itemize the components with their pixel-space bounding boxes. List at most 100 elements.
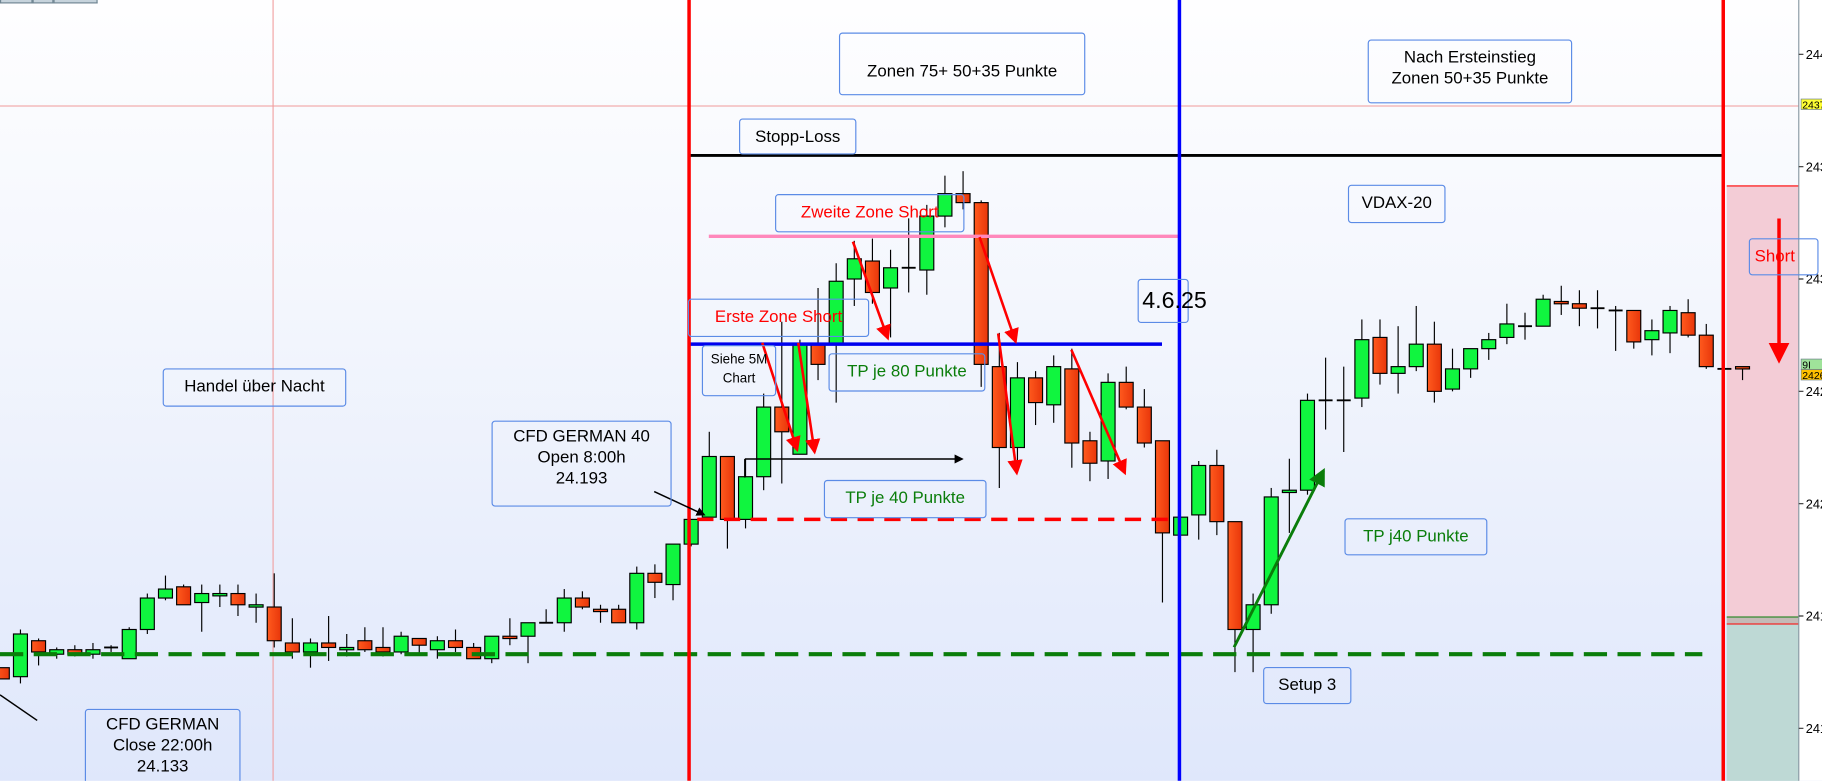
label-line: Close 22:00h [113,736,213,756]
label-short[interactable]: Short [1748,238,1819,276]
candle [1354,319,1370,408]
candle [1644,319,1660,356]
toolbar-tab[interactable] [53,0,98,4]
label-erste-zone-short[interactable]: Erste Zone Short [687,298,870,337]
candle [1118,366,1134,410]
candle [828,263,844,403]
candle [683,518,699,547]
candle-down [357,640,373,651]
open-pointer-arrow [653,490,706,516]
label-open-8h[interactable]: CFD GERMAN 40 Open 8:00h 24.193 [491,420,672,507]
candle-up [883,267,899,289]
short-arrow [996,333,1023,476]
label-tp-40[interactable]: TP je 40 Punkte [823,479,987,519]
candle-up [1046,366,1062,406]
candle-down [592,608,609,613]
candle [284,618,300,659]
axis-price-badge [1800,369,1822,381]
label-line [845,41,1080,62]
candle-up [248,604,264,608]
candle-down [1028,377,1044,404]
short-arrow [1070,349,1127,476]
candle-down [1209,464,1225,523]
candle-up [85,649,101,655]
candle-up [629,572,645,624]
candle-down [230,592,246,606]
candle [1299,393,1316,495]
candle-down [1698,334,1714,368]
label-zonen-75[interactable]: Zonen 75+ 50+35 Punkte [838,32,1086,96]
candle [121,627,137,660]
candle [1734,366,1751,381]
candle [357,627,373,652]
candle-down [1154,440,1171,534]
candle-down [266,606,282,642]
candle [429,636,445,659]
candle [194,584,210,632]
candle-down [1227,521,1243,631]
candle [611,604,627,624]
candle-down [411,637,427,646]
candle-up [212,592,228,597]
label-nach-ersteinstieg[interactable]: Nach Ersteinstieg Zonen 50+35 Punkte [1367,39,1573,104]
candle-up [1263,496,1279,606]
candle [1680,299,1696,338]
candle [1028,371,1044,426]
candle [1082,431,1098,482]
label-siehe-5m-chart[interactable]: Siehe 5M Chart [701,345,777,397]
candle [756,393,772,491]
candle-down [611,608,627,624]
label-vdax[interactable]: VDAX-20 [1347,184,1446,224]
label-line: 24.193 [555,469,608,489]
axis-price-badge-text: 9I [1802,360,1811,371]
candle-down [719,455,735,520]
candle-up [737,476,754,520]
candle-down [647,572,663,583]
price-axis[interactable]: 24400 24350 24300 24250 24200 24150 24100 24377… [1798,0,1822,781]
candle-up [937,193,953,217]
candle-down [1118,381,1134,408]
candle-up [1354,339,1370,399]
candle-up [1662,309,1678,334]
candle [1136,389,1152,448]
candle [230,584,246,617]
label-date[interactable]: 4.6.25 [1137,278,1207,324]
candle [719,455,735,549]
candle [447,629,464,652]
candle-up [1390,366,1406,374]
candle-up [665,543,681,586]
candle [212,584,228,608]
label-handel-ueber-nacht[interactable]: Handel über Nacht [162,368,347,407]
candle [883,249,899,338]
close-pointer-line [0,694,38,722]
candle [266,573,282,648]
candle [0,667,10,680]
label-setup-3[interactable]: Setup 3 [1263,666,1352,705]
label-close-22h[interactable]: CFD GERMAN Close 22:00h 24.133 [84,708,241,781]
toolbar-tab[interactable] [0,0,33,4]
candle-down [955,193,971,204]
label-zweite-zone-short[interactable]: Zweite Zone Short [775,194,965,233]
candle-down [1136,406,1152,444]
candle [1009,362,1026,461]
candle [973,200,989,387]
toolbar-tab[interactable] [32,0,54,4]
candle-up [756,406,772,478]
candle-down [973,202,989,365]
label-tp-j40[interactable]: TP j40 Punkte [1344,518,1488,556]
label-line: Siehe 5M [710,353,768,368]
label-line: Zonen 75+ 50+35 Punkte [867,62,1058,82]
candle-up [121,628,137,660]
label-stopp-loss[interactable]: Stopp-Loss [739,118,857,155]
candle [484,635,500,664]
label-tp-80[interactable]: TP je 80 Punkte [828,353,986,392]
short-arrow [761,342,801,453]
candle-up [157,588,174,599]
axis-tick-label: 24250 [1806,384,1822,399]
candle [1191,460,1207,540]
candle [31,638,47,666]
candle [176,584,192,606]
